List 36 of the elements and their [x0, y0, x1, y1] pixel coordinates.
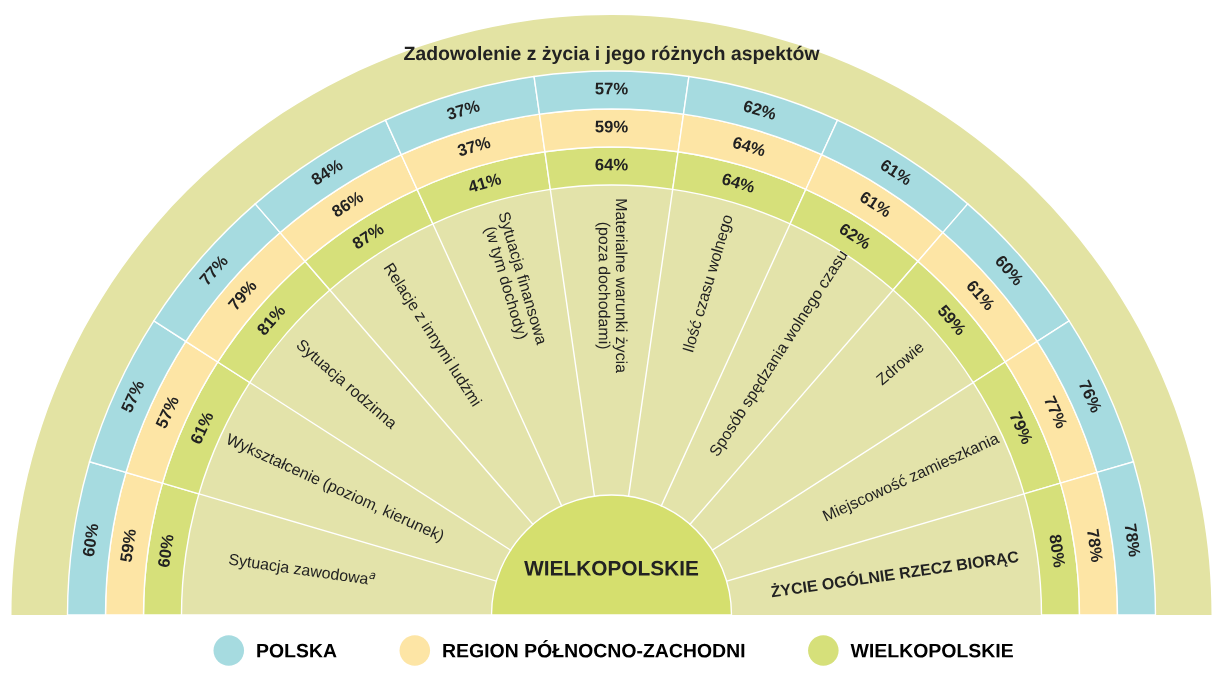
- data-label: 86%: [330, 190, 365, 218]
- data-label: 37%: [445, 99, 481, 121]
- data-label: 41%: [467, 172, 502, 194]
- data-label: 64%: [595, 158, 628, 171]
- data-label: 62%: [742, 99, 778, 121]
- data-label: 87%: [351, 222, 385, 250]
- category-label: Materialne warunki życia (poza dochodami): [595, 199, 628, 374]
- data-label: 57%: [120, 379, 145, 414]
- data-label: 37%: [456, 136, 492, 157]
- data-label: 61%: [189, 410, 214, 445]
- data-label: 80%: [1049, 534, 1066, 568]
- data-label: 84%: [310, 158, 344, 186]
- data-label: 57%: [595, 82, 628, 95]
- data-label: 77%: [1043, 395, 1068, 430]
- data-label: 76%: [1078, 379, 1103, 414]
- legend-label: POLSKA: [257, 643, 337, 658]
- data-label: 78%: [1124, 523, 1141, 557]
- legend-label: WIELKOPOLSKIE: [850, 643, 1013, 658]
- data-label: 62%: [838, 222, 872, 250]
- legend-label: REGION PÓŁNOCNO-ZACHODNI: [443, 640, 745, 658]
- text: WIELKOPOLSKIE: [524, 560, 699, 576]
- data-label: 79%: [1009, 410, 1034, 446]
- data-label: 60%: [82, 523, 99, 557]
- data-label: 59%: [595, 120, 628, 133]
- category-label: Sytuacja zawodowa$^{a}$: [228, 552, 376, 589]
- data-label: 61%: [879, 158, 913, 186]
- data-label: 78%: [1086, 528, 1104, 563]
- data-label: 64%: [732, 136, 767, 157]
- data-label: 60%: [157, 533, 174, 568]
- data-label: 59%: [119, 528, 137, 563]
- data-label: 61%: [858, 190, 893, 218]
- text: Zadowolenie z życia i jego różnych aspektów: [404, 45, 820, 65]
- data-label: 57%: [155, 394, 180, 430]
- category-label: ŻYCIE OGÓLNIE RZECZ BIORĄC: [770, 547, 1020, 601]
- category-label: Ilość czasu wolnego: [681, 213, 736, 354]
- data-label: 64%: [721, 172, 756, 194]
